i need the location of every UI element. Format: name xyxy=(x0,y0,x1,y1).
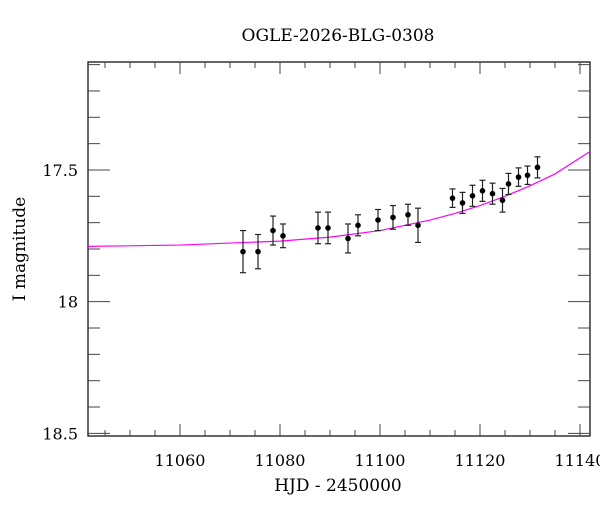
data-point xyxy=(449,188,456,208)
data-marker xyxy=(270,227,276,234)
data-point xyxy=(375,208,381,232)
data-point xyxy=(325,211,331,245)
data-marker xyxy=(405,211,411,218)
x-tick-label: 11080 xyxy=(255,451,306,470)
data-marker xyxy=(375,217,381,223)
data-marker xyxy=(345,235,351,242)
data-point xyxy=(345,223,351,254)
data-marker xyxy=(240,248,246,255)
data-marker xyxy=(280,233,286,239)
data-marker xyxy=(415,222,421,229)
y-axis-label: I magnitude xyxy=(10,197,30,301)
data-points-group xyxy=(240,156,541,274)
model-curve xyxy=(87,151,591,247)
data-point xyxy=(405,203,411,226)
model-curve-group xyxy=(87,151,591,247)
data-point xyxy=(415,207,421,244)
data-point xyxy=(315,211,321,245)
data-point xyxy=(255,233,261,270)
data-point xyxy=(479,179,486,202)
x-tick-label: 11100 xyxy=(355,451,406,470)
y-tick-label: 18.5 xyxy=(42,424,78,443)
data-marker xyxy=(459,200,466,206)
chart-title: OGLE-2026-BLG-0308 xyxy=(242,26,435,46)
data-marker xyxy=(524,172,531,179)
plot-frame xyxy=(87,61,591,437)
data-point xyxy=(515,167,522,187)
data-point xyxy=(505,172,512,196)
data-point xyxy=(280,223,286,249)
data-marker xyxy=(390,214,396,221)
data-point xyxy=(390,204,396,230)
data-point xyxy=(240,229,246,274)
data-marker xyxy=(355,222,361,229)
y-tick-label: 17.5 xyxy=(42,161,78,180)
y-tick-label: 18 xyxy=(58,293,78,312)
data-marker xyxy=(469,192,476,199)
data-marker xyxy=(534,164,541,171)
data-point xyxy=(524,165,531,186)
plot-axes: 11060 11080 11100 11120 11140 17.5 18 18.5 xyxy=(42,61,600,470)
data-point xyxy=(499,187,506,213)
data-marker xyxy=(325,225,331,231)
data-marker xyxy=(315,225,321,231)
data-point xyxy=(534,156,541,179)
data-marker xyxy=(505,181,512,187)
x-tick-label: 11140 xyxy=(555,451,600,470)
x-tick-label: 11060 xyxy=(155,451,206,470)
data-point xyxy=(459,191,466,215)
data-marker xyxy=(479,187,486,194)
data-point xyxy=(489,182,496,205)
data-point xyxy=(469,184,476,207)
data-point xyxy=(355,214,361,237)
data-marker xyxy=(515,174,522,180)
data-marker xyxy=(255,248,261,255)
data-point xyxy=(270,215,276,246)
x-tick-label: 11120 xyxy=(455,451,506,470)
data-marker xyxy=(489,190,496,197)
x-axis-label: HJD - 2450000 xyxy=(274,476,402,496)
data-marker xyxy=(499,197,506,204)
data-marker xyxy=(449,195,456,201)
